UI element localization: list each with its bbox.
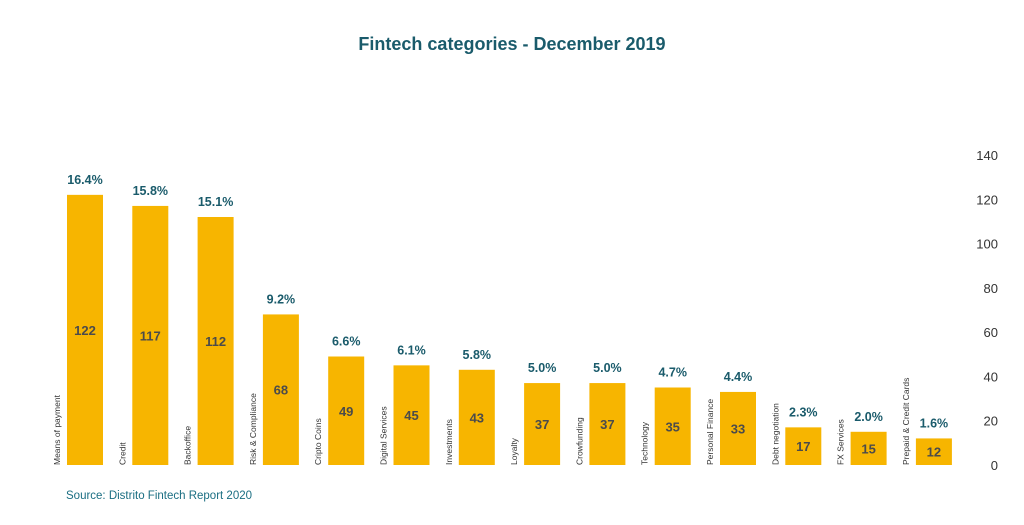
bar [197, 217, 234, 465]
bar-value-label: 37 [535, 417, 549, 432]
category-label: Backoffice [183, 426, 193, 465]
bar-percent-label: 5.8% [463, 348, 492, 362]
bar-value-label: 12 [927, 445, 941, 460]
category-label: Means of payment [52, 394, 62, 465]
bar-value-label: 35 [665, 419, 679, 434]
bar-percent-label: 15.8% [133, 184, 168, 198]
source-note: Source: Distrito Fintech Report 2020 [66, 490, 253, 502]
bar-value-label: 43 [470, 410, 484, 425]
bar-value-label: 15 [861, 441, 875, 456]
category-label: FX Services [836, 419, 846, 465]
bar [785, 427, 822, 465]
category-label: Debt negotiation [770, 403, 780, 465]
category-label: Digital Services [379, 406, 389, 465]
category-label: Crowfunding [574, 417, 584, 465]
bar [589, 383, 626, 465]
bar-percent-label: 16.4% [67, 173, 102, 187]
bar-percent-label: 1.6% [920, 416, 949, 430]
bar [262, 314, 299, 465]
y-tick-label: 100 [976, 237, 998, 252]
bar [654, 387, 691, 465]
bar-value-label: 49 [339, 404, 353, 419]
bar-percent-label: 5.0% [528, 361, 557, 375]
bar [915, 438, 952, 465]
y-tick-label: 60 [984, 325, 998, 340]
category-label: Prepaid & Credit Cards [901, 378, 911, 465]
bar [67, 194, 103, 465]
y-axis-ticks: 0 20 40 60 80 100 120 140 [976, 148, 998, 473]
category-label: Investments [444, 419, 454, 465]
chart-title: Fintech categories - December 2019 [358, 34, 666, 54]
bar [524, 383, 561, 465]
y-tick-label: 0 [991, 458, 998, 473]
bar-percent-label: 6.6% [332, 335, 361, 349]
y-tick-label: 120 [976, 192, 998, 207]
y-tick-label: 80 [984, 281, 998, 296]
bar-value-label: 37 [600, 417, 614, 432]
bar-percent-label: 2.3% [789, 405, 818, 419]
bar-value-label: 117 [140, 328, 161, 343]
bar-value-label: 45 [404, 408, 418, 423]
bar-percent-label: 15.1% [198, 195, 233, 209]
bar [458, 369, 495, 465]
bar [850, 431, 887, 465]
y-tick-label: 140 [976, 148, 998, 163]
y-tick-label: 40 [984, 369, 998, 384]
bar-value-label: 68 [274, 383, 288, 398]
category-label: Personal Finance [705, 399, 715, 465]
bar [328, 356, 365, 465]
category-label: Technology [640, 421, 650, 465]
bar [132, 205, 169, 465]
category-label: Credit [117, 442, 127, 465]
bar [393, 365, 430, 465]
bar-value-label: 17 [796, 439, 810, 454]
bar-percent-label: 4.4% [724, 370, 753, 384]
y-tick-label: 20 [984, 414, 998, 429]
bar-percent-label: 9.2% [267, 292, 296, 306]
bar-percent-label: 6.1% [397, 343, 426, 357]
bar-value-label: 122 [74, 323, 96, 338]
category-label: Cripto Coins [313, 418, 323, 465]
bar-percent-label: 2.0% [854, 410, 883, 424]
bar-value-label: 112 [205, 334, 226, 349]
bar [720, 391, 756, 465]
bar-percent-label: 4.7% [658, 366, 687, 380]
bar-percent-label: 5.0% [593, 361, 622, 375]
category-label: Loyalty [509, 437, 519, 465]
category-label: Risk & Compliance [248, 393, 258, 465]
bar-value-label: 33 [731, 421, 745, 436]
bars-group: 122 16.4% Means of payment 117 15.8% Credit 11… [52, 173, 952, 465]
